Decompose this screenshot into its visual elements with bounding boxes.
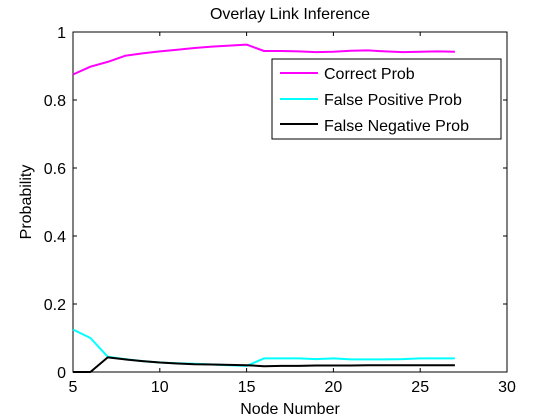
ticks-layer: 5 10 15 20 25 30 0 0.2 0.4 0.6 0.8 1: [44, 25, 516, 396]
y-tick-label: 0.8: [44, 93, 66, 110]
y-tick-label: 0: [57, 365, 66, 382]
x-tick-label: 15: [238, 379, 256, 396]
x-tick-label: 20: [325, 379, 343, 396]
y-axis-title: Probability: [18, 165, 35, 240]
legend-label-false-negative-prob: False Negative Prob: [324, 118, 469, 135]
x-tick-label: 25: [411, 379, 429, 396]
x-axis-title: Node Number: [240, 401, 340, 418]
x-tick-label: 10: [151, 379, 169, 396]
series-line-false-negative-prob: [73, 356, 455, 373]
legend: Correct Prob False Positive Prob False N…: [271, 58, 502, 140]
series-layer: [72, 43, 455, 373]
y-tick-label: 0.4: [44, 229, 66, 246]
y-tick-label: 1: [57, 25, 66, 42]
x-tick-label: 5: [69, 379, 78, 396]
x-tick-label: 30: [498, 379, 516, 396]
y-tick-label: 0.2: [44, 297, 66, 314]
legend-label-correct-prob: Correct Prob: [324, 66, 415, 83]
y-tick-label: 0.6: [44, 161, 66, 178]
series-line-correct-prob: [72, 43, 455, 76]
chart-title: Overlay Link Inference: [210, 6, 370, 23]
legend-label-false-positive-prob: False Positive Prob: [324, 92, 462, 109]
